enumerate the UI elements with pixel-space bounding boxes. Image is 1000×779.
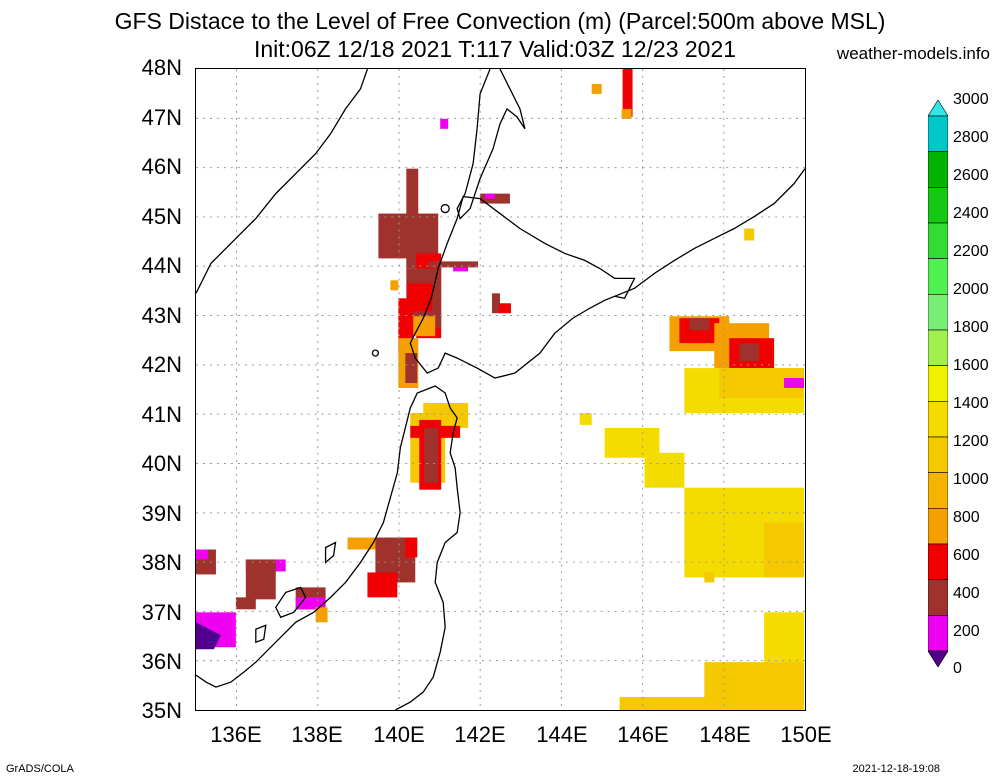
colorbar-segment [928,579,948,616]
colorbar-segment [928,472,948,509]
lon-tick-label: 146E [617,722,669,747]
lat-tick-label: 44N [141,253,182,278]
colorbar-segment [928,365,948,402]
lat-tick-label: 35N [141,698,182,723]
colorbar-segment [928,151,948,188]
lon-tick-label: 150E [780,722,832,747]
lat-tick-label: 46N [141,154,182,179]
footer-timestamp: 2021-12-18-19:08 [852,763,940,775]
colorbar-level: 1200 [953,433,989,450]
colorbar-level: 1400 [953,395,989,412]
colorbar-level: 1000 [953,471,989,488]
colorbar-segment [928,222,948,259]
chart-title: GFS Distace to the Level of Free Convect… [114,8,886,34]
colorbar [928,100,948,667]
site-label: weather-models.info [836,44,990,63]
colorbar-level: 2600 [953,167,989,184]
lon-tick-label: 140E [373,722,425,747]
lat-tick-label: 37N [141,599,182,625]
colorbar-bottom-arrow [928,650,948,667]
colorbar-level: 2400 [953,205,989,222]
colorbar-level: 2800 [953,129,989,146]
colorbar-segment [928,258,948,295]
lat-tick-label: 40N [141,451,182,476]
colorbar-level: 3000 [953,91,989,108]
lat-tick-label: 36N [141,649,182,674]
lat-tick-label: 47N [141,104,182,130]
lat-tick-label: 39N [141,500,182,526]
colorbar-segment [928,615,948,652]
colorbar-level: 600 [953,547,980,564]
colorbar-top-arrow [928,100,948,117]
lon-tick-label: 142E [454,722,506,747]
colorbar-level: 2000 [953,281,989,298]
colorbar-segment [928,329,948,366]
chart-subtitle: Init:06Z 12/18 2021 T:117 Valid:03Z 12/2… [253,36,737,62]
colorbar-segment [928,115,948,152]
colorbar-level: 0 [953,660,962,677]
colorbar-segment [928,187,948,224]
colorbar-level: 200 [953,623,980,640]
lat-tick-label: 42N [141,352,182,377]
colorbar-segment [928,508,948,545]
lat-tick-label: 41N [141,401,182,427]
colorbar-segment [928,543,948,580]
colorbar-level: 400 [953,585,980,602]
lon-tick-label: 148E [699,722,751,747]
lon-tick-label: 138E [291,722,343,747]
colorbar-segment [928,436,948,473]
lat-tick-label: 45N [141,203,182,229]
colorbar-level: 1600 [953,357,989,374]
coastlines [196,69,805,710]
lat-tick-label: 43N [141,302,182,328]
lon-tick-label: 144E [536,722,588,747]
colorbar-level: 1800 [953,319,989,336]
colorbar-level: 2200 [953,243,989,260]
lat-tick-label: 38N [141,550,182,575]
colorbar-segment [928,401,948,438]
lfc-field [196,69,805,710]
colorbar-segment [928,294,948,331]
map-panel [195,68,806,711]
colorbar-level: 800 [953,509,980,526]
footer-software: GrADS/COLA [6,763,74,775]
lat-tick-label: 48N [141,55,182,80]
lon-tick-label: 136E [210,722,262,747]
